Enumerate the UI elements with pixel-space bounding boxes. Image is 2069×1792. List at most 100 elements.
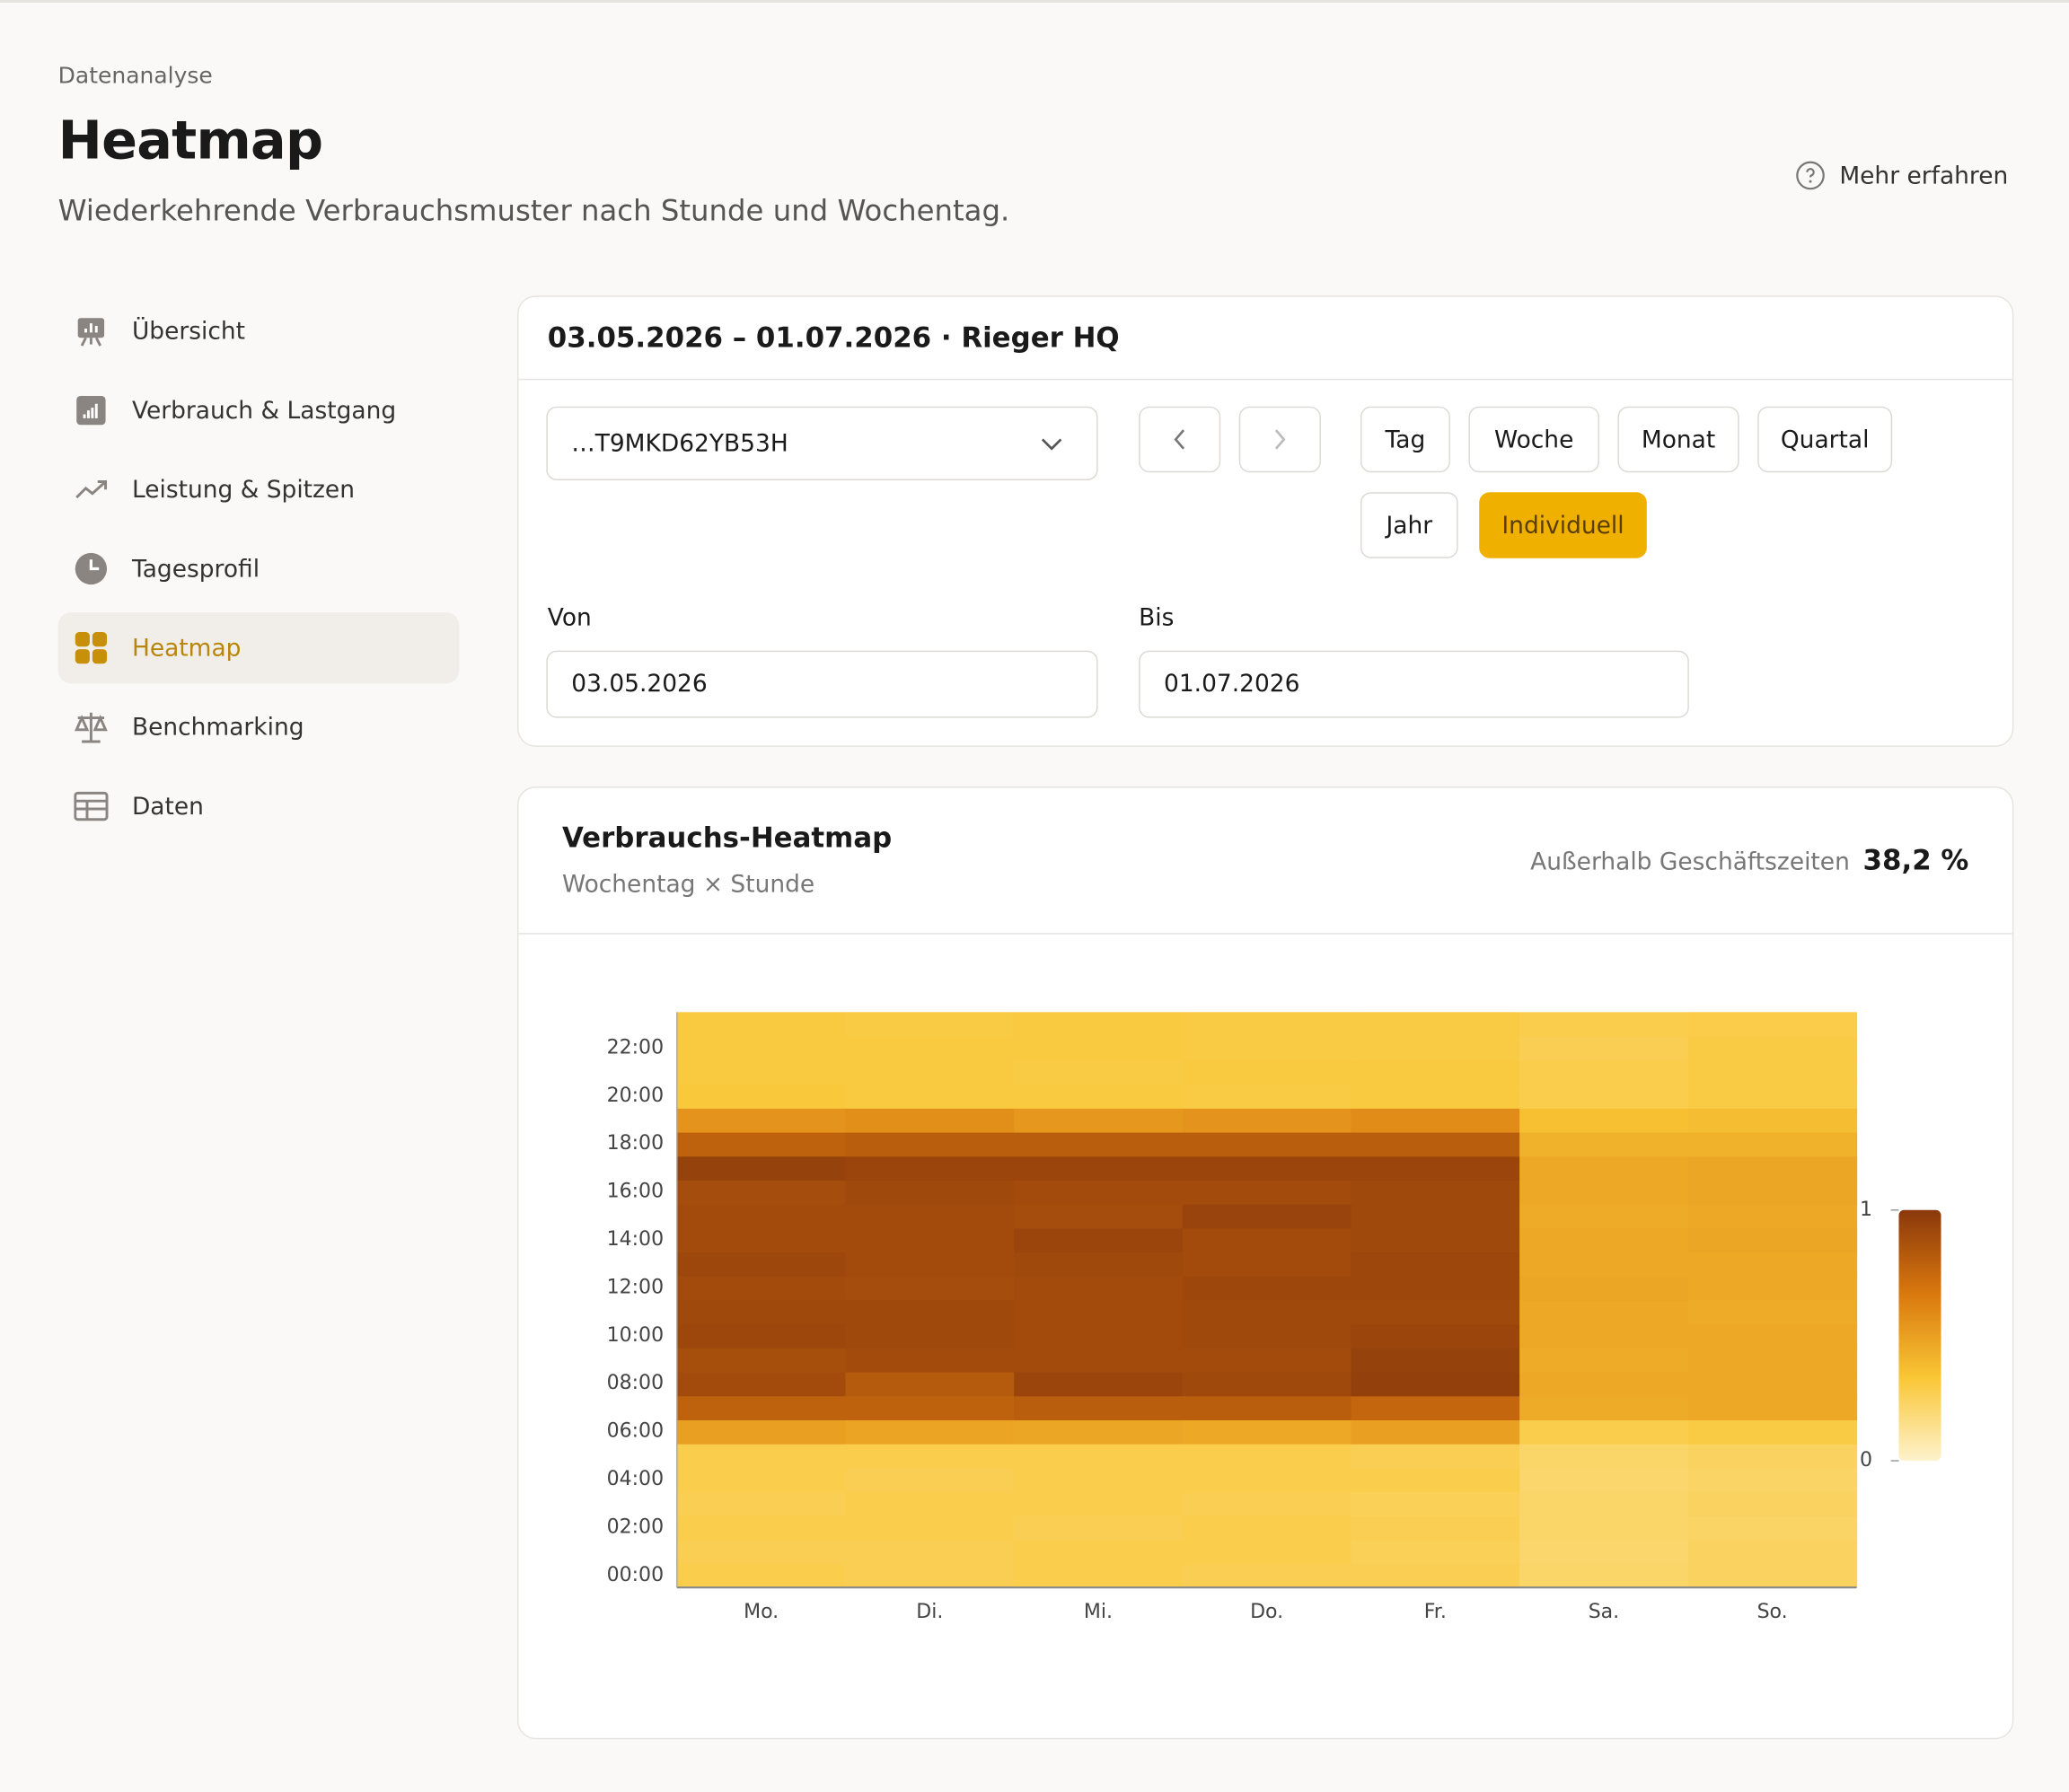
heatmap-cell bbox=[676, 1395, 847, 1420]
heatmap-cell bbox=[1687, 1252, 1858, 1277]
heatmap-cell bbox=[676, 1155, 847, 1181]
heatmap-cell bbox=[1351, 1299, 1520, 1325]
heatmap-cell bbox=[845, 1155, 1015, 1181]
heatmap-cell bbox=[845, 1227, 1015, 1253]
from-value: 03.05.2026 bbox=[571, 670, 708, 698]
heatmap-cell bbox=[1351, 1539, 1520, 1565]
nav-icon bbox=[75, 552, 108, 585]
to-input[interactable]: 01.07.2026 bbox=[1139, 650, 1689, 718]
period-button[interactable]: Woche bbox=[1468, 406, 1599, 473]
period-label: Monat bbox=[1641, 426, 1716, 453]
heatmap-cell bbox=[676, 1563, 847, 1588]
heatmap-cell bbox=[1519, 1084, 1689, 1109]
heatmap-cell bbox=[845, 1539, 1015, 1565]
heatmap-cell bbox=[1351, 1131, 1520, 1157]
heatmap-cell bbox=[1519, 1299, 1689, 1325]
heatmap-cell bbox=[1351, 1155, 1520, 1181]
period-button[interactable]: Jahr bbox=[1360, 492, 1458, 558]
nav-item[interactable]: Benchmarking bbox=[58, 691, 460, 762]
heatmap-cell bbox=[1014, 1539, 1184, 1565]
heatmap-cell bbox=[1014, 1059, 1184, 1085]
period-button[interactable]: Quartal bbox=[1757, 406, 1893, 473]
heatmap-cell bbox=[676, 1348, 847, 1373]
heatmap-cell bbox=[1351, 1012, 1520, 1037]
heatmap-cell bbox=[1014, 1371, 1184, 1397]
y-tick-label: 20:00 bbox=[607, 1085, 664, 1107]
heatmap-cell bbox=[845, 1299, 1015, 1325]
prev-icon bbox=[1174, 429, 1185, 450]
nav-item[interactable]: Tagesprofil bbox=[58, 533, 460, 604]
period-button[interactable]: Tag bbox=[1360, 406, 1450, 473]
nav-item[interactable]: Verbrauch & Lastgang bbox=[58, 374, 460, 445]
y-tick-label: 16:00 bbox=[607, 1181, 664, 1203]
period-label: Tag bbox=[1385, 426, 1426, 453]
nav-item[interactable]: Übersicht bbox=[58, 295, 460, 366]
kicker: Datenanalyse bbox=[57, 63, 213, 90]
heatmap-cell bbox=[1351, 1419, 1520, 1445]
help-link[interactable]: Mehr erfahren bbox=[1794, 160, 2008, 191]
x-tick-label: Fr. bbox=[1424, 1601, 1447, 1623]
help-text: Mehr erfahren bbox=[1839, 162, 2009, 189]
heatmap-cell bbox=[845, 1180, 1015, 1205]
heatmap-cell bbox=[845, 1276, 1015, 1301]
nav-item[interactable]: Daten bbox=[58, 770, 460, 841]
y-tick-label: 08:00 bbox=[607, 1372, 664, 1394]
heatmap-chart: Mo. Di. Mi. Do. Fr. Sa. So. 00:00 02:00 04:00 06:0… bbox=[607, 1012, 1941, 1623]
heatmap-cell bbox=[1687, 1012, 1858, 1037]
heatmap-cell bbox=[1182, 1036, 1352, 1061]
filter-title: 03.05.2026 – 01.07.2026 · Rieger HQ bbox=[518, 297, 2012, 381]
heatmap-cell bbox=[676, 1276, 847, 1301]
heatmap-cell bbox=[1519, 1443, 1689, 1469]
heatmap-cell bbox=[676, 1323, 847, 1348]
from-input[interactable]: 03.05.2026 bbox=[546, 650, 1098, 718]
heatmap-cell bbox=[676, 1084, 847, 1109]
heatmap-cell bbox=[1687, 1467, 1858, 1493]
heatmap-cell bbox=[1014, 1443, 1184, 1469]
heatmap-cell bbox=[1687, 1419, 1858, 1445]
nav-label: Benchmarking bbox=[131, 713, 304, 742]
nav-item[interactable]: Heatmap bbox=[57, 611, 460, 684]
heatmap-cell bbox=[676, 1515, 847, 1541]
heatmap-cell bbox=[1014, 1252, 1184, 1277]
heatmap-cell bbox=[1182, 1419, 1352, 1445]
heatmap-cell bbox=[1687, 1084, 1858, 1109]
heatmap-cell bbox=[1519, 1108, 1689, 1133]
meter-select[interactable]: …T9MKD62YB53H bbox=[546, 406, 1098, 481]
next-button[interactable] bbox=[1238, 406, 1321, 473]
heatmap-card: Verbrauchs-Heatmap Wochentag × Stunde Au… bbox=[517, 786, 2014, 1740]
nav-icon bbox=[75, 480, 108, 499]
heatmap-cell bbox=[1014, 1348, 1184, 1373]
heatmap-cell bbox=[676, 1419, 847, 1445]
x-tick-label: Do. bbox=[1250, 1601, 1283, 1623]
y-tick-label: 10:00 bbox=[607, 1324, 664, 1347]
prev-button[interactable] bbox=[1139, 406, 1221, 473]
heatmap-cell bbox=[845, 1108, 1015, 1133]
heatmap-cell bbox=[1182, 1515, 1352, 1541]
chevron bbox=[1041, 438, 1062, 451]
heatmap-cell bbox=[1351, 1227, 1520, 1253]
heatmap-cell bbox=[1687, 1299, 1858, 1325]
heatmap-cell bbox=[1687, 1323, 1858, 1348]
nav-label: Übersicht bbox=[131, 317, 246, 346]
nav-item[interactable]: Leistung & Spitzen bbox=[58, 454, 460, 525]
heatmap-cell bbox=[1182, 1443, 1352, 1469]
heatmap-cell bbox=[1351, 1563, 1520, 1588]
nav-label: Verbrauch & Lastgang bbox=[131, 396, 397, 425]
period-button[interactable]: Monat bbox=[1617, 406, 1739, 473]
heatmap-cell bbox=[676, 1131, 847, 1157]
heatmap-cell bbox=[676, 1252, 847, 1277]
heatmap-cell bbox=[1519, 1323, 1689, 1348]
heatmap-cell bbox=[1351, 1036, 1520, 1061]
heatmap-cell bbox=[1519, 1491, 1689, 1516]
heatmap-cell bbox=[1519, 1563, 1689, 1588]
heatmap-cell bbox=[1519, 1419, 1689, 1445]
y-tick-label: 00:00 bbox=[607, 1564, 664, 1586]
heatmap-cell bbox=[1351, 1395, 1520, 1420]
heatmap-cell bbox=[1351, 1252, 1520, 1277]
nav-icon bbox=[75, 632, 108, 664]
period-button[interactable]: Individuell bbox=[1479, 492, 1647, 558]
nav-icon bbox=[77, 318, 105, 347]
x-tick-label: Mo. bbox=[744, 1601, 779, 1623]
heatmap-cell bbox=[1182, 1491, 1352, 1516]
heatmap-cell bbox=[1687, 1276, 1858, 1301]
